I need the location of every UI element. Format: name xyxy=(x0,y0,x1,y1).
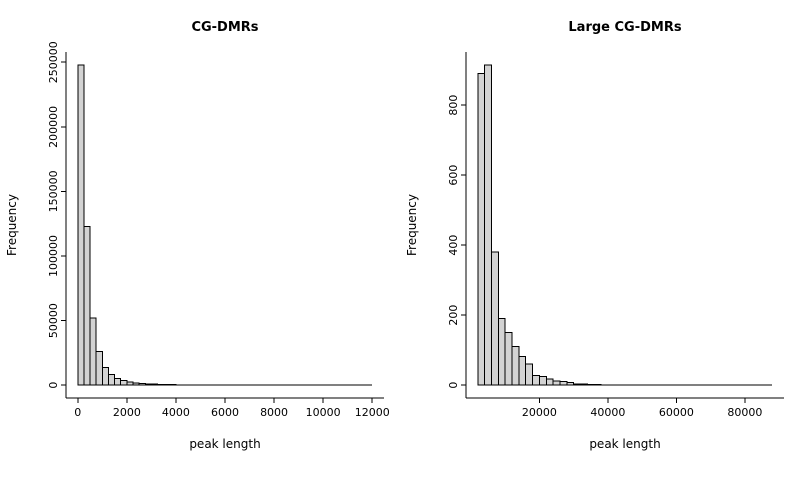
histogram-cg-dmrs: CG-DMRs peak length Frequency 0 2000 4000 6… xyxy=(5,20,390,451)
x-axis-label: peak length xyxy=(189,437,260,451)
histogram-bar xyxy=(89,317,97,386)
y-tick-label: 200 xyxy=(447,305,460,326)
histogram-bar xyxy=(545,378,554,386)
y-axis-label: Frequency xyxy=(5,194,19,256)
x-tick-label: 80000 xyxy=(727,406,762,419)
histogram-bar xyxy=(579,383,588,386)
histogram-bar xyxy=(477,73,486,386)
y-tick-label: 0 xyxy=(447,382,460,389)
histogram-bar xyxy=(586,383,595,386)
histogram-bar xyxy=(504,332,513,386)
plot-area: 0 2000 4000 6000 8000 10000 12000 0 50000 100000 1… xyxy=(47,41,390,419)
x-tick-label: 2000 xyxy=(113,406,141,419)
histogram-bar xyxy=(518,355,527,386)
histogram-bar xyxy=(77,64,85,386)
histogram-bar xyxy=(484,64,492,386)
histogram-bar xyxy=(566,381,575,386)
histogram-bar xyxy=(559,381,568,386)
chart-title: CG-DMRs xyxy=(191,20,258,35)
histogram-bar xyxy=(101,367,109,386)
y-tick-label: 0 xyxy=(47,382,60,389)
x-tick-label: 40000 xyxy=(590,406,625,419)
histogram-bar xyxy=(138,383,146,386)
histogram-bar xyxy=(83,225,91,386)
y-tick-label: 200000 xyxy=(47,106,60,148)
histogram-bar xyxy=(593,383,602,386)
histogram-bar xyxy=(157,383,165,386)
histogram-bar xyxy=(525,363,534,386)
histogram-bar xyxy=(132,382,140,386)
chart-title: Large CG-DMRs xyxy=(568,20,681,35)
histogram-bar xyxy=(532,374,540,386)
y-tick-label: 600 xyxy=(447,165,460,186)
histogram-bar xyxy=(114,377,122,386)
x-tick-label: 8000 xyxy=(260,406,288,419)
plot-area: 20000 40000 60000 80000 0 200 400 600 800 xyxy=(447,52,784,419)
x-axis-label: peak length xyxy=(589,437,660,451)
histogram-bar xyxy=(150,383,159,386)
histogram-bar xyxy=(126,381,134,386)
histogram-bar xyxy=(95,351,103,386)
histogram-bar xyxy=(497,318,506,386)
histogram-bar xyxy=(573,383,581,386)
x-tick-label: 12000 xyxy=(355,406,390,419)
histogram-large-cg-dmrs: Large CG-DMRs peak length Frequency 2000… xyxy=(405,20,784,451)
histogram-bar xyxy=(552,380,561,386)
y-tick-label: 150000 xyxy=(47,170,60,212)
histogram-bar xyxy=(107,374,116,386)
y-tick-label: 100000 xyxy=(47,235,60,277)
x-tick-label: 60000 xyxy=(659,406,694,419)
histogram-bar xyxy=(120,380,128,386)
y-tick-label: 800 xyxy=(447,95,460,116)
histogram-bar xyxy=(490,251,499,386)
y-tick-label: 250000 xyxy=(47,41,60,83)
y-tick-label: 50000 xyxy=(47,303,60,338)
y-tick-label: 400 xyxy=(447,235,460,256)
histogram-bar xyxy=(144,383,152,386)
x-tick-label: 10000 xyxy=(306,406,341,419)
histogram-bar xyxy=(169,384,177,386)
histogram-bar xyxy=(511,346,520,386)
y-axis-label: Frequency xyxy=(405,194,419,256)
histogram-bar xyxy=(538,375,547,386)
x-tick-label: 6000 xyxy=(211,406,239,419)
x-tick-label: 4000 xyxy=(162,406,190,419)
x-tick-label: 20000 xyxy=(522,406,557,419)
histogram-bar xyxy=(163,384,171,386)
x-tick-label: 0 xyxy=(74,406,81,419)
